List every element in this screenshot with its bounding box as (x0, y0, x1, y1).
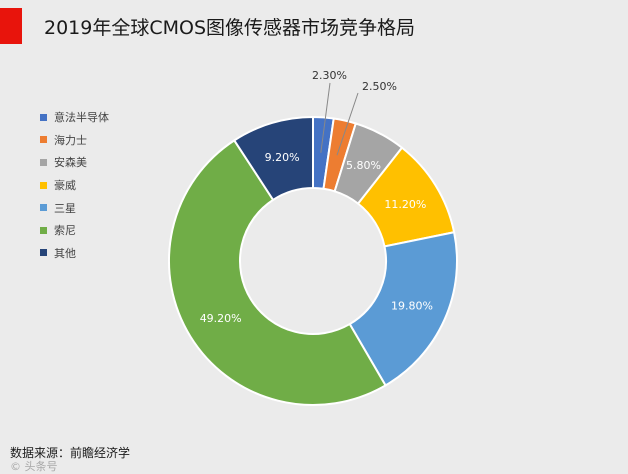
slice-label-0: 2.30% (312, 69, 347, 82)
legend-label-2: 安森美 (54, 156, 87, 170)
slice-label-1: 2.50% (362, 80, 397, 93)
legend-label-6: 其他 (54, 246, 76, 260)
chart-title: 2019年全球CMOS图像传感器市场竞争格局 (44, 17, 416, 39)
legend-label-4: 三星 (54, 201, 76, 215)
slice-label-3: 11.20% (384, 198, 426, 211)
donut-slice-4 (348, 231, 458, 387)
donut-slice-5 (168, 139, 387, 406)
legend-swatch-4 (40, 204, 47, 212)
leader-line-1 (336, 92, 359, 156)
legend-label-1: 海力士 (54, 133, 87, 147)
watermark: © 头条号 (10, 460, 58, 473)
legend-item-3: 豪威 (40, 174, 109, 197)
chart-legend: 意法半导体海力士安森美豪威三星索尼其他 (40, 106, 109, 264)
legend-swatch-5 (40, 226, 47, 234)
legend-item-4: 三星 (40, 196, 109, 219)
legend-label-5: 索尼 (54, 224, 76, 238)
slice-label-6: 9.20% (265, 151, 300, 164)
legend-item-6: 其他 (40, 242, 109, 265)
slice-label-2: 5.80% (346, 159, 381, 172)
legend-swatch-6 (40, 249, 47, 257)
legend-item-1: 海力士 (40, 129, 109, 152)
data-source: 数据来源：前瞻经济学 (10, 446, 131, 460)
donut-slice-6 (232, 115, 314, 202)
leader-line-0 (320, 82, 331, 153)
slice-label-4: 19.80% (391, 299, 433, 312)
legend-swatch-2 (40, 158, 47, 166)
legend-item-0: 意法半导体 (40, 106, 109, 129)
title-accent-bar (0, 8, 22, 44)
legend-label-3: 豪威 (54, 179, 76, 193)
legend-swatch-3 (40, 181, 47, 189)
legend-swatch-0 (40, 113, 47, 121)
slice-label-5: 49.20% (200, 312, 242, 325)
legend-item-5: 索尼 (40, 219, 109, 242)
legend-swatch-1 (40, 136, 47, 144)
legend-item-2: 安森美 (40, 151, 109, 174)
legend-label-0: 意法半导体 (54, 111, 109, 125)
